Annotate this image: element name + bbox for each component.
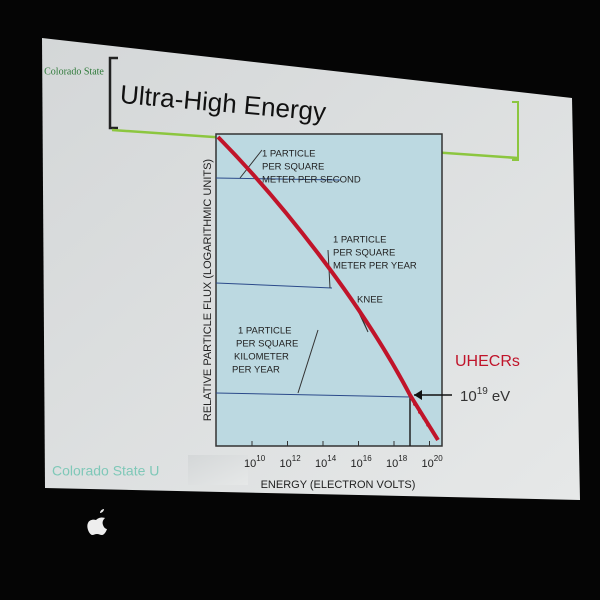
tick-exponent: 14 xyxy=(327,454,336,463)
spectrum-curve xyxy=(216,135,440,442)
callout-label: UHECRs xyxy=(455,353,520,370)
tick-exponent: 20 xyxy=(434,454,443,463)
callout-arrowhead xyxy=(414,390,422,400)
energy-exponent: 19 xyxy=(477,386,489,397)
y-axis-label: RELATIVE PARTICLE FLUX (LOGARITHMIC UNIT… xyxy=(202,159,214,421)
tick-base: 10 xyxy=(422,458,434,470)
x-tick-label: 1016 xyxy=(351,454,373,470)
x-tick-label: 1012 xyxy=(280,454,302,470)
annotation-line: PER YEAR xyxy=(232,365,280,376)
x-axis-label: ENERGY (ELECTRON VOLTS) xyxy=(261,479,416,491)
annotation-line: METER PER SECOND xyxy=(262,175,361,186)
logo-mark xyxy=(87,509,107,535)
energy-unit: eV xyxy=(492,388,510,405)
annotation-line: KILOMETER xyxy=(234,352,289,363)
x-tick-label: 1018 xyxy=(386,454,408,470)
logo: Colorado State xyxy=(44,66,104,77)
spectrum-points xyxy=(413,402,438,439)
annotation-line: PER SQUARE xyxy=(333,248,395,259)
x-tick-label: 1010 xyxy=(244,454,266,470)
annotation-line: PER SQUARE xyxy=(236,339,298,350)
footer: Colorado State U xyxy=(52,463,159,479)
callout-energy: 1019 eV xyxy=(460,386,510,405)
reference-lines xyxy=(215,177,411,398)
tick-exponent: 10 xyxy=(256,454,265,463)
annotation-line: KNEE xyxy=(357,295,383,306)
tick-base: 10 xyxy=(280,458,292,470)
tick-base: 10 xyxy=(386,458,398,470)
tick-base: 10 xyxy=(315,458,327,470)
annotation-line: METER PER YEAR xyxy=(333,261,417,272)
energy-base: 10 xyxy=(460,388,477,405)
annotation-line: 1 PARTICLE xyxy=(333,235,387,246)
tick-exponent: 16 xyxy=(363,454,372,463)
title-bracket-right xyxy=(512,101,519,161)
tick-base: 10 xyxy=(351,458,363,470)
tick-exponent: 12 xyxy=(292,454,301,463)
tick-base: 10 xyxy=(244,458,256,470)
annotation-line: 1 PARTICLE xyxy=(238,326,292,337)
x-tick-label: 1014 xyxy=(315,454,337,470)
x-tick-label: 1020 xyxy=(422,454,444,470)
annotation-line: PER SQUARE xyxy=(262,162,324,173)
annotation-line: 1 PARTICLE xyxy=(262,149,316,160)
footer-mask xyxy=(188,455,248,485)
title-bracket xyxy=(108,56,118,130)
tick-exponent: 18 xyxy=(398,454,407,463)
